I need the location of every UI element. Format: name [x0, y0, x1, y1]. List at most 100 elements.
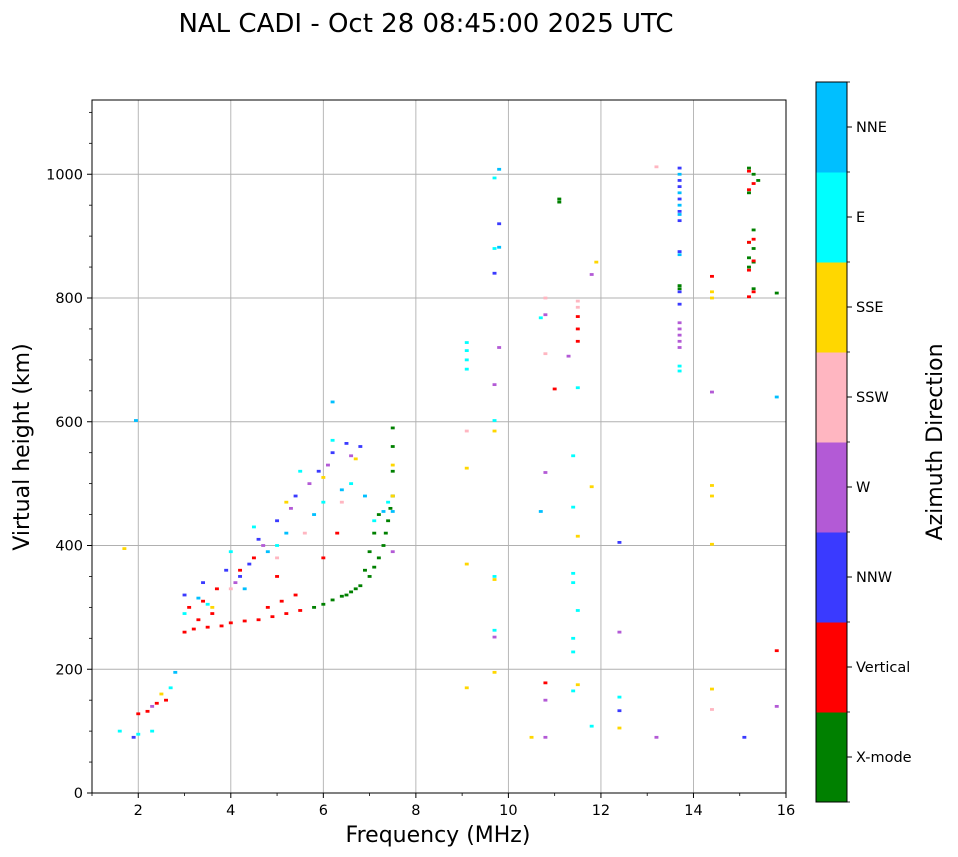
data-point	[154, 701, 159, 705]
colorbar-swatch-vertical	[816, 622, 847, 713]
data-point	[571, 454, 576, 458]
data-point	[233, 581, 238, 585]
data-point	[136, 732, 141, 736]
series-sse	[122, 260, 714, 739]
data-point	[594, 260, 599, 264]
data-point	[284, 531, 289, 535]
colorbar-swatch-sse	[816, 262, 847, 353]
data-point	[677, 339, 682, 343]
data-point	[363, 494, 367, 498]
data-point	[330, 451, 335, 455]
data-point	[751, 290, 756, 294]
data-point	[270, 615, 275, 619]
data-point	[742, 735, 747, 739]
colorbar-swatch-nnw	[816, 532, 847, 623]
data-point	[390, 445, 395, 448]
data-point	[367, 575, 372, 578]
y-tick-label: 600	[55, 415, 83, 431]
data-point	[774, 395, 779, 399]
data-point	[353, 587, 358, 591]
data-point	[774, 704, 779, 708]
data-point	[201, 599, 206, 603]
data-point	[677, 327, 682, 331]
data-point	[756, 179, 761, 182]
x-tick-label: 10	[499, 803, 517, 819]
data-point	[571, 571, 576, 575]
data-point	[492, 635, 497, 639]
data-point	[677, 166, 682, 170]
data-point	[677, 209, 682, 213]
colorbar-label-x-mode: X-mode	[856, 750, 912, 766]
data-point	[575, 386, 580, 390]
data-point	[747, 256, 751, 260]
data-point	[710, 494, 714, 498]
data-point	[529, 735, 534, 739]
y-axis-label: Virtual height (km)	[10, 343, 35, 550]
data-point	[677, 321, 682, 325]
data-point	[677, 346, 682, 349]
data-point	[575, 339, 580, 343]
data-point	[492, 419, 497, 422]
data-point	[358, 584, 363, 588]
data-point	[219, 624, 224, 628]
data-point	[325, 463, 330, 467]
data-point	[751, 259, 756, 263]
colorbar-label-sse: SSE	[856, 300, 884, 316]
data-point	[117, 729, 122, 733]
data-point	[677, 203, 682, 207]
data-point	[747, 295, 751, 299]
data-point	[349, 454, 354, 458]
data-point	[261, 544, 266, 547]
data-point	[747, 265, 751, 269]
data-point	[677, 179, 682, 182]
data-point	[242, 619, 247, 623]
data-point	[136, 712, 141, 716]
data-point	[710, 390, 714, 394]
data-point	[464, 349, 469, 352]
data-point	[677, 369, 682, 373]
data-point	[145, 709, 150, 713]
data-point	[349, 590, 354, 594]
data-point	[390, 463, 395, 467]
data-point	[288, 506, 293, 510]
data-point	[330, 598, 335, 602]
data-point	[383, 531, 388, 535]
data-point	[710, 274, 714, 278]
data-point	[302, 531, 307, 535]
data-point	[571, 636, 576, 640]
x-tick-label: 16	[777, 803, 795, 819]
data-point	[751, 228, 756, 232]
colorbar-swatch-nne	[816, 82, 847, 173]
data-point	[710, 290, 714, 294]
data-point	[388, 506, 393, 510]
data-point	[182, 630, 187, 634]
data-point	[677, 364, 682, 368]
data-point	[747, 191, 751, 195]
y-tick-label: 0	[74, 786, 83, 802]
series-ssw	[228, 165, 714, 711]
colorbar-swatch-x-mode	[816, 712, 847, 803]
data-point	[575, 305, 580, 309]
data-point	[464, 341, 469, 344]
data-point	[265, 605, 270, 609]
data-point	[339, 500, 344, 504]
data-point	[159, 692, 164, 696]
data-point	[168, 686, 173, 690]
data-point	[571, 505, 576, 509]
data-point	[538, 316, 543, 320]
data-point	[307, 482, 312, 486]
data-point	[774, 291, 779, 295]
data-point	[321, 476, 326, 479]
data-point	[677, 191, 682, 195]
data-point	[298, 469, 303, 473]
data-point	[677, 333, 682, 337]
data-point	[284, 612, 289, 615]
data-point	[275, 556, 280, 560]
data-point	[150, 704, 155, 708]
data-point	[386, 519, 391, 523]
colorbar-swatch-w	[816, 442, 847, 533]
data-point	[774, 649, 779, 653]
data-point	[677, 250, 682, 253]
data-point	[617, 541, 622, 544]
